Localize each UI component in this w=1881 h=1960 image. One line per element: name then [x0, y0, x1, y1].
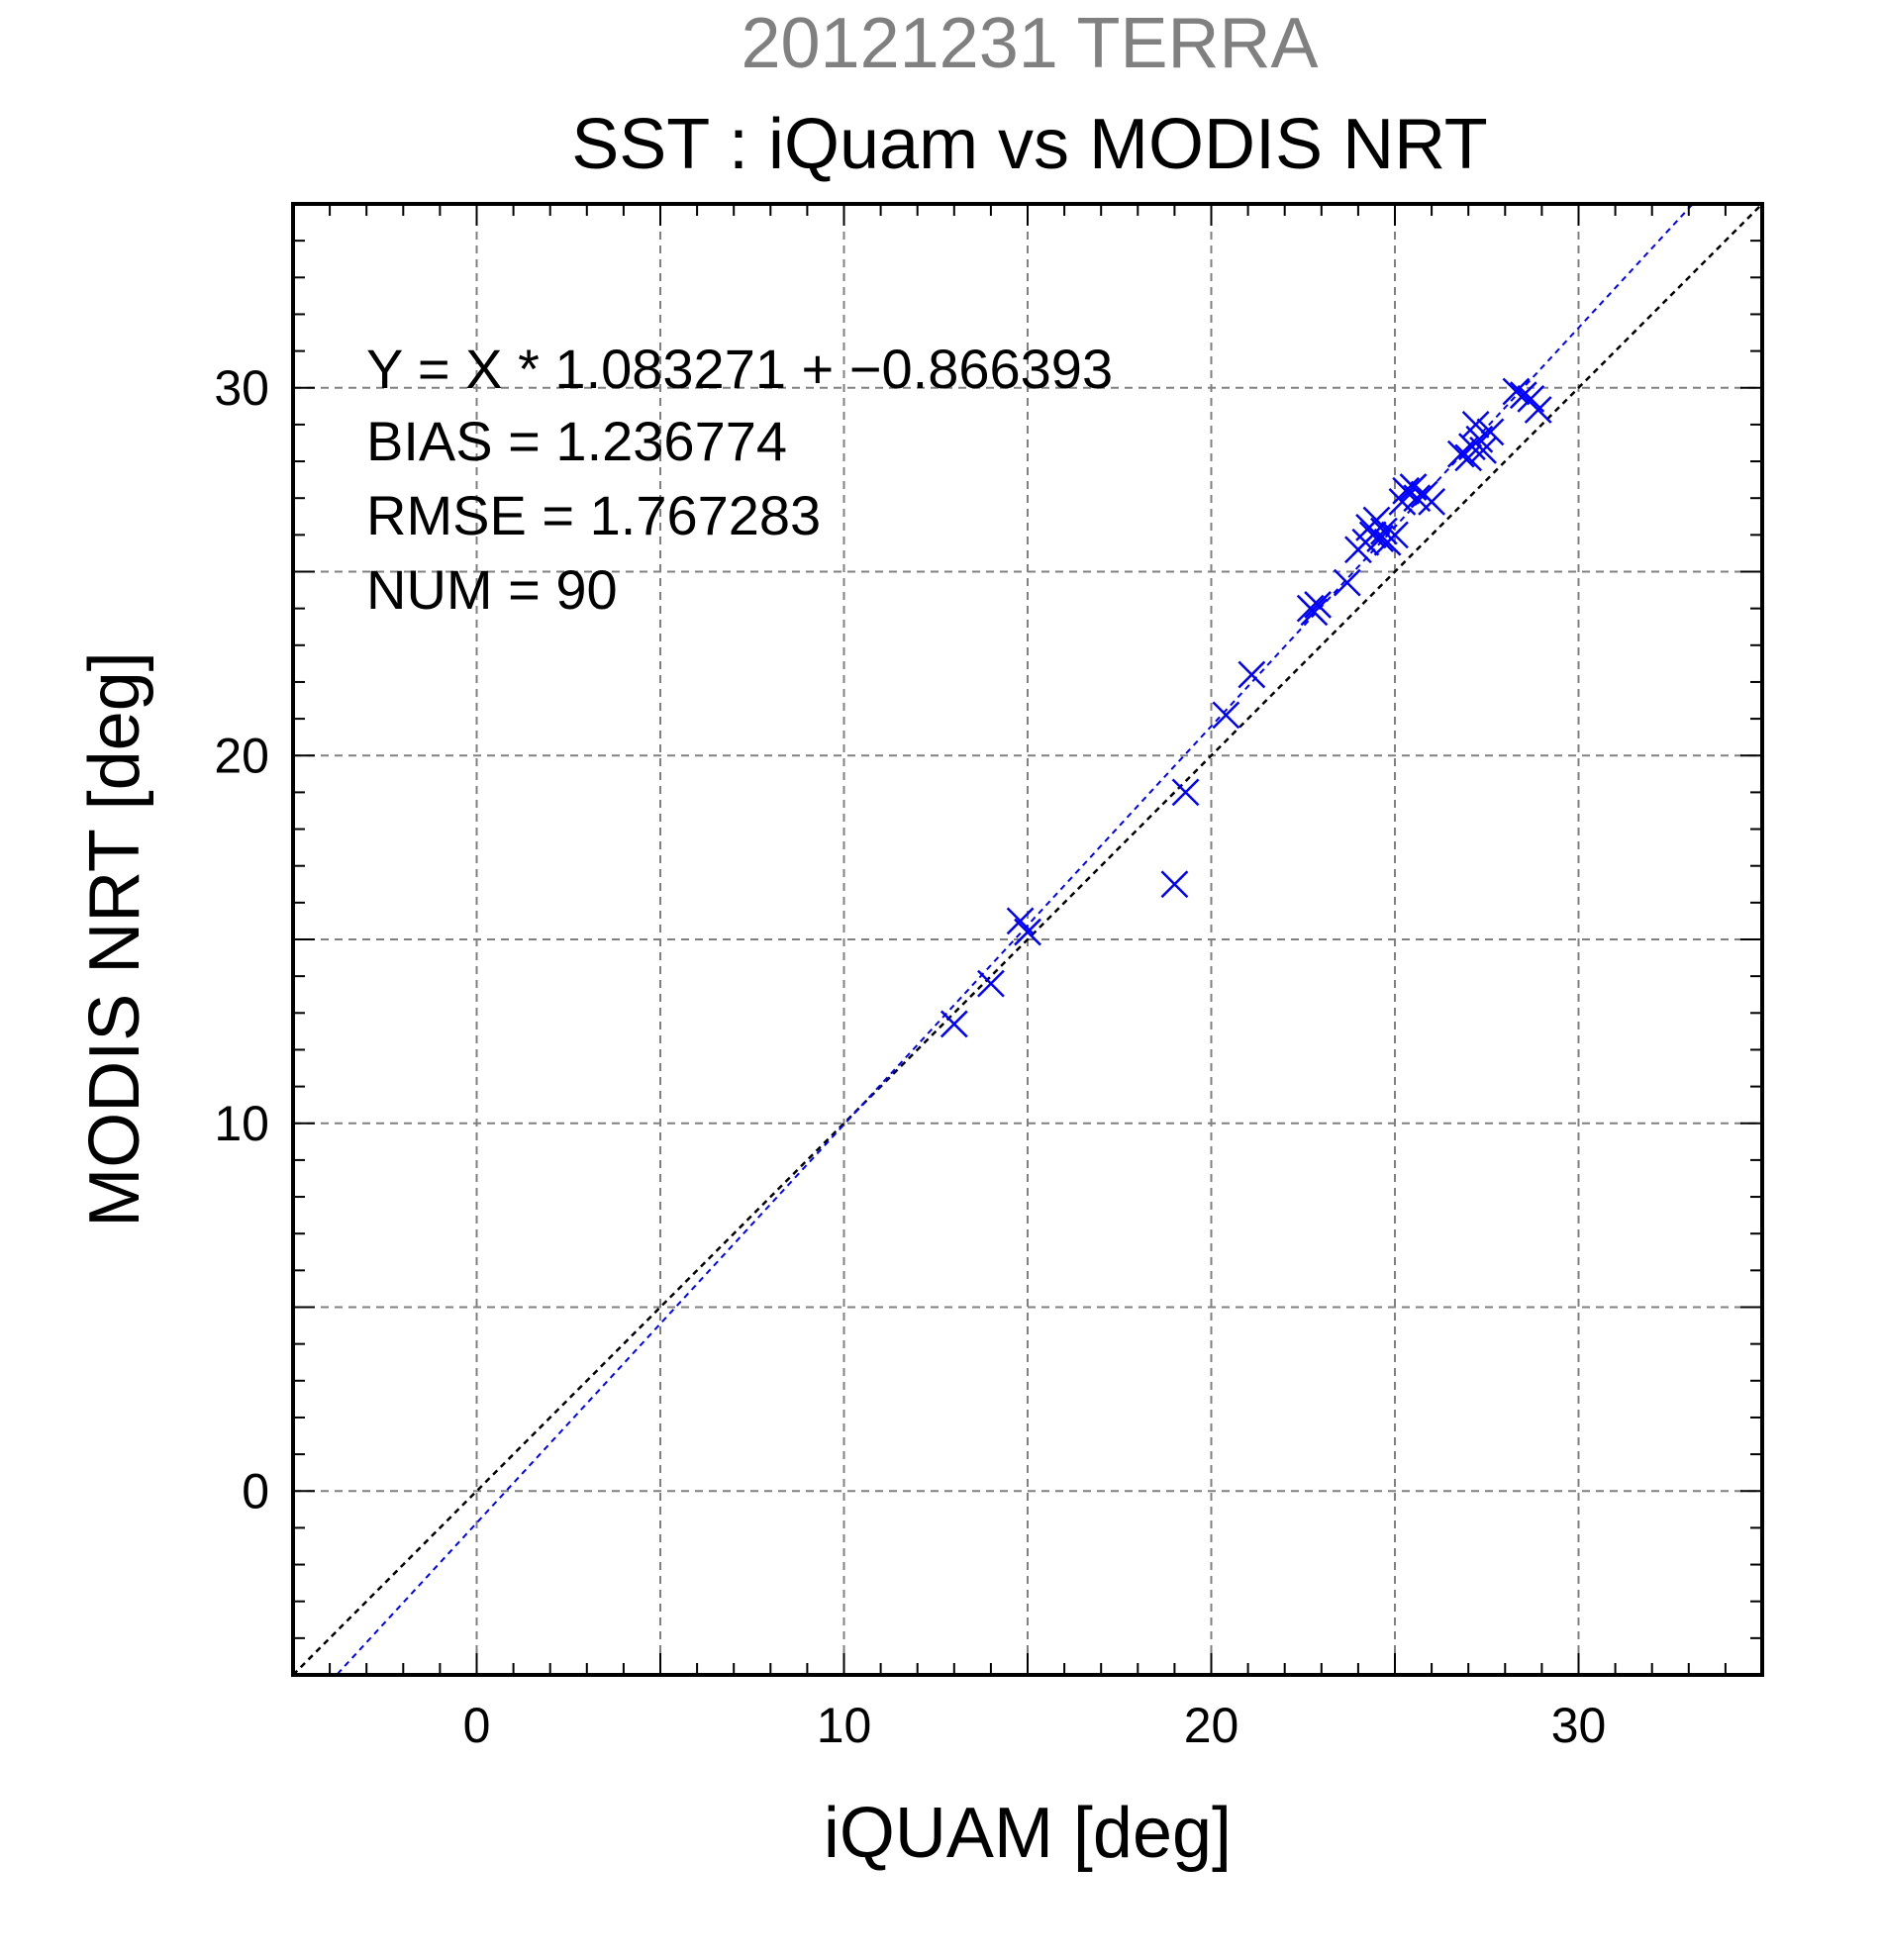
point-stroke: [1524, 396, 1552, 424]
point-stroke: [1403, 484, 1432, 513]
point-stroke: [1469, 437, 1497, 464]
point-stroke: [1171, 778, 1200, 807]
data-point: [1160, 870, 1189, 899]
y-tick-label: 20: [214, 728, 269, 783]
point-stroke: [1392, 476, 1421, 505]
point-stroke: [1476, 418, 1505, 446]
y-axis-label: MODIS NRT [deg]: [75, 651, 154, 1227]
data-point: [1369, 517, 1398, 545]
point-stroke: [1418, 488, 1445, 516]
data-point: [1381, 521, 1409, 549]
stats-num: NUM = 90: [366, 558, 618, 621]
data-point: [1469, 437, 1497, 464]
point-stroke: [1362, 506, 1391, 535]
data-point: [940, 1010, 968, 1038]
x-axis-label: iQUAM [deg]: [824, 1794, 1232, 1873]
point-stroke: [1369, 517, 1398, 545]
data-point: [1304, 591, 1332, 619]
stats-bias: BIAS = 1.236774: [366, 410, 787, 472]
data-point: [1171, 778, 1200, 807]
regression-line: [335, 204, 1695, 1675]
point-stroke: [977, 969, 1005, 998]
chart-title: SST : iQuam vs MODIS NRT: [571, 105, 1488, 184]
tick-labels: 0 10 20 30 0 10 20 30: [214, 360, 1606, 1753]
data-point: [1333, 568, 1361, 597]
y-tick-label: 30: [214, 360, 269, 416]
point-stroke: [1502, 377, 1531, 406]
data-point: [1418, 488, 1445, 516]
point-stroke: [1304, 591, 1332, 619]
identity-line: [293, 204, 1762, 1675]
point-stroke: [1212, 701, 1240, 730]
y-tick-label: 10: [214, 1096, 269, 1151]
data-point: [1212, 701, 1240, 730]
data-point: [1524, 396, 1552, 424]
point-stroke: [1333, 568, 1361, 597]
data-point: [1454, 443, 1483, 472]
data-point: [1014, 918, 1041, 946]
reference-lines: [293, 204, 1762, 1675]
point-stroke: [1381, 521, 1409, 549]
x-tick-label: 20: [1184, 1698, 1239, 1753]
data-point: [1502, 377, 1531, 406]
plot-frame: [291, 202, 1764, 1677]
data-point: [977, 969, 1005, 998]
point-stroke: [1006, 907, 1035, 935]
point-stroke: [1517, 385, 1545, 413]
point-stroke: [940, 1010, 968, 1038]
y-tick-label: 0: [242, 1463, 269, 1519]
stats-equation: Y = X * 1.083271 + −0.866393: [366, 338, 1113, 400]
data-point: [1238, 660, 1266, 689]
point-stroke: [1300, 598, 1329, 627]
chart-supertitle: 20121231 TERRA: [741, 4, 1318, 83]
point-stroke: [1238, 660, 1266, 689]
point-stroke: [1454, 443, 1483, 472]
stats-rmse: RMSE = 1.767283: [366, 484, 821, 546]
point-stroke: [1160, 870, 1189, 899]
x-tick-label: 0: [463, 1698, 491, 1753]
point-stroke: [1014, 918, 1041, 946]
data-point: [1476, 418, 1505, 446]
point-stroke: [1461, 411, 1490, 439]
data-points: [940, 377, 1552, 1038]
point-stroke: [1509, 381, 1537, 410]
point-stroke: [1399, 473, 1428, 501]
data-point: [1300, 598, 1329, 627]
x-tick-label: 10: [817, 1698, 872, 1753]
x-tick-label: 30: [1551, 1698, 1607, 1753]
